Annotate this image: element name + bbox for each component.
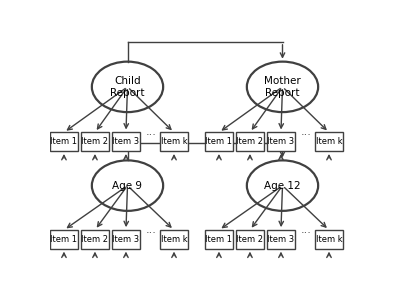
Text: Item 2: Item 2 xyxy=(82,137,108,146)
Text: ...: ... xyxy=(300,127,311,137)
Bar xyxy=(236,133,264,151)
Bar xyxy=(112,133,140,151)
Text: Child
Report: Child Report xyxy=(110,76,145,98)
Text: Age 9: Age 9 xyxy=(112,181,142,191)
Text: Item 1: Item 1 xyxy=(206,137,232,146)
Bar xyxy=(267,133,295,151)
Text: Item 1: Item 1 xyxy=(50,137,78,146)
Bar xyxy=(205,230,233,249)
Bar xyxy=(50,133,78,151)
Bar xyxy=(112,230,140,249)
Text: Item 3: Item 3 xyxy=(267,137,294,146)
Text: Item k: Item k xyxy=(161,235,187,244)
Text: Age 12: Age 12 xyxy=(264,181,301,191)
Text: Item 2: Item 2 xyxy=(82,235,108,244)
Bar xyxy=(315,230,343,249)
Bar xyxy=(267,230,295,249)
Text: Item k: Item k xyxy=(316,137,342,146)
Text: Item 3: Item 3 xyxy=(112,235,140,244)
Text: Item 2: Item 2 xyxy=(236,235,264,244)
Bar xyxy=(315,133,343,151)
Text: Item 2: Item 2 xyxy=(236,137,264,146)
Bar xyxy=(160,133,188,151)
Text: Item 3: Item 3 xyxy=(267,235,294,244)
Bar xyxy=(160,230,188,249)
Text: Item 1: Item 1 xyxy=(50,235,78,244)
Text: ...: ... xyxy=(145,225,156,235)
Bar xyxy=(236,230,264,249)
Text: Mother
Report: Mother Report xyxy=(264,76,301,98)
Text: Item k: Item k xyxy=(161,137,187,146)
Text: ...: ... xyxy=(300,225,311,235)
Text: ...: ... xyxy=(145,127,156,137)
Bar xyxy=(50,230,78,249)
Bar xyxy=(81,230,109,249)
Bar xyxy=(205,133,233,151)
Text: Item 3: Item 3 xyxy=(112,137,140,146)
Text: Item k: Item k xyxy=(316,235,342,244)
Bar xyxy=(81,133,109,151)
Text: Item 1: Item 1 xyxy=(206,235,232,244)
